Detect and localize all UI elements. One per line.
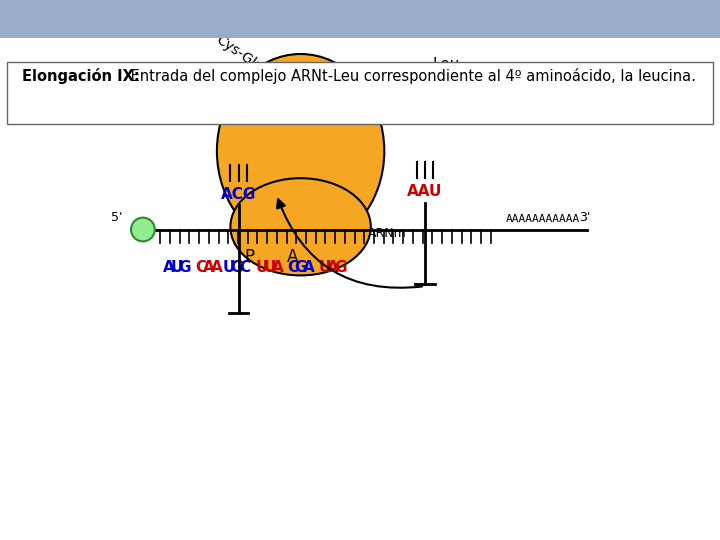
Text: 5': 5' [111,211,122,224]
Text: U: U [256,260,268,275]
Text: Leu: Leu [433,57,460,72]
Text: C: C [195,260,206,275]
Ellipse shape [217,54,384,248]
Text: G: G [179,260,191,275]
Text: G: G [230,260,243,275]
Text: P: P [244,247,254,266]
Text: Cys-Gln-Met: Cys-Gln-Met [213,32,291,92]
Text: Elongación IX:: Elongación IX: [22,68,140,84]
Text: 3': 3' [579,211,590,224]
Text: U: U [170,260,183,275]
Text: A: A [203,260,215,275]
Text: ACG: ACG [221,187,256,202]
Text: A: A [287,247,298,266]
Text: A: A [303,260,315,275]
Ellipse shape [230,178,371,275]
Text: G: G [334,260,347,275]
Text: AAU: AAU [407,184,443,199]
Text: C: C [287,260,298,275]
Text: AAAAAAAAAAA: AAAAAAAAAAA [505,214,580,224]
FancyArrowPatch shape [277,199,422,288]
Text: ARNm: ARNm [368,227,407,240]
Text: Entrada del complejo ARNt-Leu correspondiente al 4º aminoácido, la leucina.: Entrada del complejo ARNt-Leu correspond… [126,68,696,84]
Text: U: U [318,260,330,275]
Text: A: A [272,260,284,275]
Text: A: A [163,260,174,275]
Text: G: G [294,260,307,275]
Text: A: A [211,260,222,275]
Text: C: C [240,260,251,275]
Circle shape [131,218,155,241]
Text: U: U [222,260,235,275]
Text: A: A [327,260,338,275]
Text: U: U [264,260,276,275]
